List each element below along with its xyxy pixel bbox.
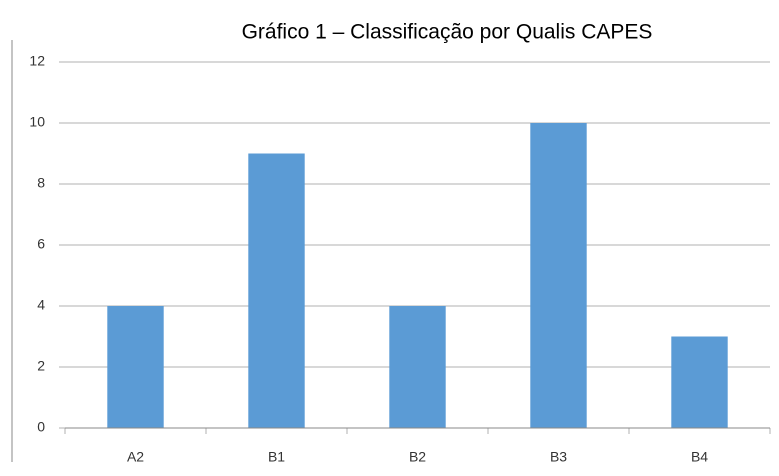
chart-title: Gráfico 1 – Classificação por Qualis CAP… — [242, 21, 653, 44]
x-tick-label: B3 — [550, 449, 567, 465]
y-tick-label: 4 — [37, 297, 45, 313]
x-tick-label: A2 — [127, 449, 144, 465]
y-tick-label: 2 — [37, 358, 45, 374]
bar — [530, 123, 587, 428]
bar — [389, 306, 446, 428]
y-tick-label: 12 — [29, 53, 45, 69]
y-tick-label: 8 — [37, 175, 45, 191]
x-tick-label: B2 — [409, 449, 426, 465]
y-tick-label: 10 — [29, 114, 45, 130]
x-tick-label: B4 — [691, 449, 708, 465]
bar — [107, 306, 164, 428]
y-tick-label: 6 — [37, 236, 45, 252]
x-tick-label: B1 — [268, 449, 285, 465]
bar — [671, 336, 728, 428]
bar — [248, 153, 305, 428]
y-tick-label: 0 — [37, 419, 45, 435]
